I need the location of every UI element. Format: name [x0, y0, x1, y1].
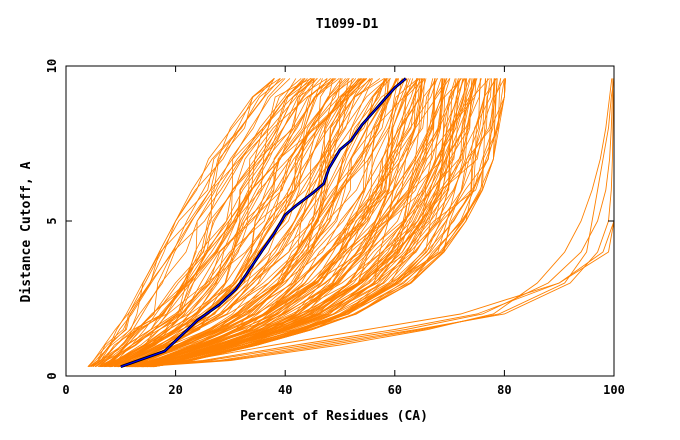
bundle-curve: [92, 78, 305, 367]
bundle-curve: [131, 78, 417, 368]
bundle-curve: [90, 78, 281, 368]
bundle-curve: [122, 78, 403, 368]
bundle-curve: [142, 78, 464, 368]
y-tick-label: 5: [45, 217, 59, 224]
bundle-curve: [104, 78, 337, 368]
x-tick-label: 0: [62, 383, 69, 397]
bundle-curve: [116, 78, 367, 368]
x-tick-label: 20: [168, 383, 182, 397]
bundle-curve: [122, 78, 386, 368]
bundle-curve: [125, 78, 399, 368]
bundle-curve: [127, 78, 399, 368]
bundle-curve: [91, 78, 291, 368]
highlight-curve: [120, 77, 407, 368]
outlier-curve: [137, 78, 615, 368]
bundle-curve: [129, 78, 427, 368]
bundle-curve: [134, 78, 445, 368]
y-axis-label: Distance Cutoff, A: [19, 161, 34, 302]
bundle-curve: [94, 78, 304, 368]
axis-ticks: 0 20 40 60 80 100 0 5 10: [45, 59, 625, 397]
x-tick-label: 60: [388, 383, 402, 397]
bundle-curve: [101, 78, 334, 368]
bundle-curve: [118, 78, 372, 368]
bundle-curve: [87, 78, 281, 367]
bundle-curve: [128, 78, 435, 368]
bundle-curve: [111, 78, 355, 368]
y-tick-label: 0: [45, 372, 59, 379]
bundle-curve: [100, 78, 315, 368]
x-tick-label: 80: [497, 383, 511, 397]
bundle-curve: [135, 78, 422, 368]
bundle-curve: [117, 78, 368, 368]
bundle-curve: [117, 78, 387, 368]
outlier-curve: [142, 78, 613, 368]
x-axis-label: Percent of Residues (CA): [240, 409, 428, 424]
bundle-curve: [140, 78, 471, 368]
outlier-curve: [131, 78, 615, 368]
outlier-curve: [126, 78, 615, 368]
bundle-curve: [108, 78, 341, 368]
bundle-curve: [111, 78, 360, 368]
outlier-curve: [137, 78, 615, 368]
bundle-curve: [102, 78, 315, 368]
plot-area: [87, 77, 615, 369]
bundle-curve: [95, 78, 308, 368]
bundle-curve: [145, 78, 486, 368]
bundle-curve: [135, 78, 436, 368]
bundle-curve: [146, 78, 498, 368]
bundle-curve: [104, 78, 340, 368]
chart-title: T1099-D1: [316, 17, 379, 32]
bundle-curve: [88, 78, 275, 368]
bundle-curve: [107, 78, 348, 368]
bundle-curve: [109, 78, 357, 368]
y-tick-label: 10: [45, 59, 59, 73]
bundle-curve: [142, 78, 467, 368]
bundle-curve: [104, 78, 334, 368]
bundle-curve: [153, 78, 498, 368]
bundle-curve: [142, 78, 468, 368]
x-tick-label: 40: [278, 383, 292, 397]
bundle-curve: [97, 78, 302, 368]
bundle-curve: [89, 78, 275, 368]
bundle-curve: [149, 78, 495, 368]
bundle-curve: [138, 78, 434, 368]
bundle-curve: [119, 78, 388, 368]
outlier-curve: [131, 78, 614, 368]
bundle-curve: [122, 78, 397, 368]
bundle-curve: [87, 78, 275, 367]
bundle-curve: [134, 78, 443, 368]
bundle-curve: [130, 78, 411, 368]
bundle-curve: [101, 78, 331, 368]
bundle-curve: [124, 78, 399, 368]
x-tick-label: 100: [603, 383, 625, 397]
